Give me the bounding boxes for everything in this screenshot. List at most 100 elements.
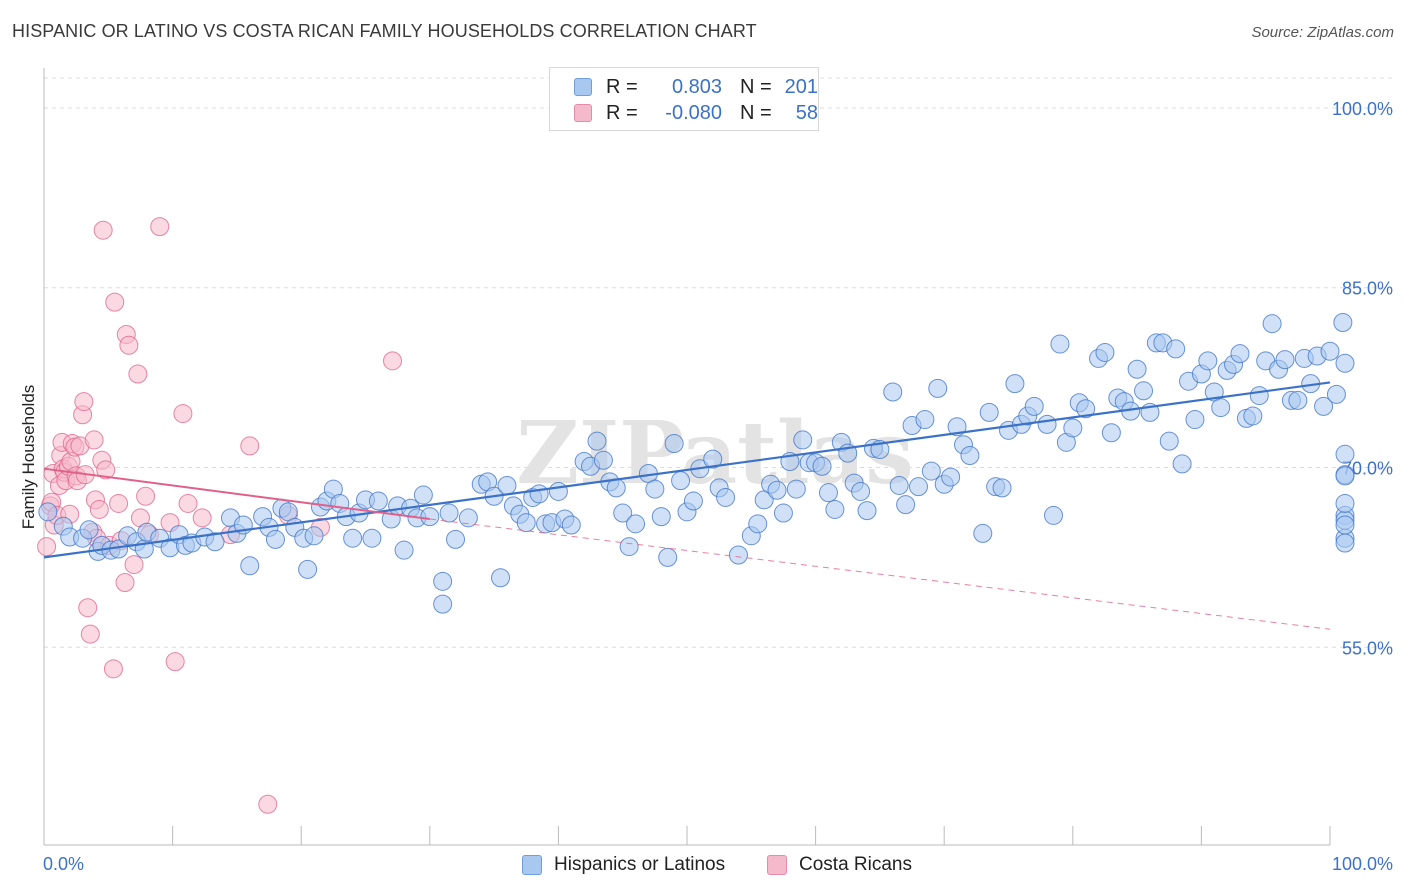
hispanic-point xyxy=(420,507,440,527)
hispanic-point xyxy=(1166,339,1186,359)
hispanic-point xyxy=(205,532,225,552)
costarican-point xyxy=(124,555,144,575)
costarican-point xyxy=(96,460,116,480)
y-axis-label: Family Households xyxy=(19,385,38,530)
hispanic-point xyxy=(883,382,903,402)
costarican-point xyxy=(109,493,129,513)
costarican-trend-line xyxy=(43,467,430,521)
hispanic-point xyxy=(1275,350,1295,370)
y-tick-label: 85.0% xyxy=(1342,279,1393,299)
hispanic-point xyxy=(1335,533,1355,553)
hispanic-point xyxy=(992,478,1012,498)
hispanic-point xyxy=(529,484,549,504)
hispanic-point xyxy=(1262,314,1282,334)
costarican-point xyxy=(192,508,212,528)
hispanic-point xyxy=(818,483,838,503)
hispanic-point xyxy=(362,528,382,548)
costarican-trend-extension xyxy=(429,518,1331,630)
hispanic-point xyxy=(1288,390,1308,410)
hispanic-point xyxy=(298,559,318,579)
bottom-legend-label: Costa Ricans xyxy=(799,854,912,875)
costarican-point xyxy=(115,573,135,593)
hispanic-point xyxy=(651,507,671,527)
hispanic-point xyxy=(1172,454,1192,474)
hispanic-point xyxy=(1320,341,1340,361)
x-tick-label: 100.0% xyxy=(1332,854,1393,874)
hispanic-point xyxy=(1095,342,1115,362)
costarican-point xyxy=(258,794,278,814)
hispanic-point xyxy=(1326,384,1346,404)
hispanic-point xyxy=(812,456,832,476)
legend-swatch-hispanic xyxy=(574,78,592,96)
hispanic-point xyxy=(703,449,723,469)
hispanic-point xyxy=(516,513,536,533)
hispanic-point xyxy=(786,479,806,499)
hispanic-point xyxy=(973,523,993,543)
hispanic-point xyxy=(728,545,748,565)
hispanic-point xyxy=(716,487,736,507)
hispanic-point xyxy=(626,514,646,534)
hispanic-point xyxy=(1076,399,1096,419)
hispanic-point xyxy=(1037,414,1057,434)
costarican-point xyxy=(84,430,104,450)
costarican-point xyxy=(165,652,185,672)
hispanic-point xyxy=(1063,418,1083,438)
hispanic-point xyxy=(497,475,517,495)
hispanic-point xyxy=(664,434,684,454)
bottom-legend-hispanic[interactable]: Hispanics or Latinos xyxy=(522,851,725,879)
hispanic-point xyxy=(1185,410,1205,430)
costarican-point xyxy=(136,486,156,506)
hispanic-point xyxy=(1249,386,1269,406)
hispanic-point xyxy=(1314,396,1334,416)
hispanic-point xyxy=(671,471,691,491)
costarican-point xyxy=(74,392,94,412)
hispanic-point xyxy=(1335,493,1355,513)
x-tick-label: 0.0% xyxy=(43,854,84,874)
bottom-legend-costarican[interactable]: Costa Ricans xyxy=(767,851,912,879)
bottom-legend-swatch-hispanic xyxy=(522,855,542,875)
costarican-point xyxy=(103,659,123,679)
legend-row-hispanic: R = 0.803 N = 201 xyxy=(574,74,818,100)
stats-legend: R = 0.803 N = 201 R = -0.080 N = 58 xyxy=(549,67,819,131)
hispanic-point xyxy=(748,514,768,534)
legend-r-value: 0.803 xyxy=(671,75,722,98)
hispanic-point xyxy=(1101,423,1121,443)
costarican-point xyxy=(128,364,148,384)
hispanic-point xyxy=(1230,344,1250,364)
hispanic-point xyxy=(979,402,999,422)
legend-swatch-costarican xyxy=(574,104,592,122)
legend-n-value: 58 xyxy=(795,101,818,124)
costarican-point xyxy=(178,493,198,513)
hispanic-point xyxy=(1127,359,1147,379)
hispanic-point xyxy=(941,467,961,487)
hispanic-point xyxy=(446,529,466,549)
hispanic-point xyxy=(1050,334,1070,354)
hispanic-point xyxy=(613,503,633,523)
hispanic-point xyxy=(947,417,967,437)
hispanic-point xyxy=(1335,515,1355,535)
bottom-legend-label: Hispanics or Latinos xyxy=(554,854,726,875)
hispanic-point xyxy=(773,503,793,523)
hispanic-point xyxy=(619,537,639,557)
hispanic-point xyxy=(889,475,909,495)
hispanic-point xyxy=(1159,431,1179,451)
hispanic-point xyxy=(1335,444,1355,464)
costarican-point xyxy=(173,404,193,424)
hispanic-point xyxy=(433,594,453,614)
legend-row-costarican: R = -0.080 N = 58 xyxy=(574,100,818,126)
y-tick-label: 70.0% xyxy=(1342,458,1393,478)
costarican-point xyxy=(93,220,113,240)
y-tick-label: 55.0% xyxy=(1342,638,1393,658)
hispanic-point xyxy=(548,481,568,501)
hispanic-point xyxy=(433,571,453,591)
hispanic-point xyxy=(851,481,871,501)
costarican-point xyxy=(89,499,109,519)
hispanic-point xyxy=(1335,466,1355,486)
hispanic-point xyxy=(793,430,813,450)
hispanic-point xyxy=(683,491,703,511)
y-tick-label: 100.0% xyxy=(1332,99,1393,119)
costarican-point xyxy=(105,292,125,312)
hispanic-point xyxy=(79,520,99,540)
costarican-point xyxy=(80,624,100,644)
